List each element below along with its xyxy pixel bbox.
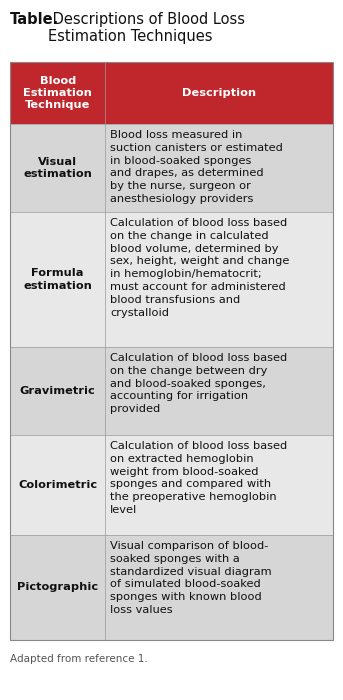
Bar xyxy=(10,124,333,212)
Text: Pictographic: Pictographic xyxy=(17,582,98,592)
Text: Colorimetric: Colorimetric xyxy=(18,480,97,490)
Text: Visual comparison of blood-
soaked sponges with a
standardized visual diagram
of: Visual comparison of blood- soaked spong… xyxy=(110,541,272,615)
Bar xyxy=(10,62,333,124)
Bar xyxy=(10,212,333,347)
Text: Descriptions of Blood Loss
Estimation Techniques: Descriptions of Blood Loss Estimation Te… xyxy=(48,12,245,44)
Text: Adapted from reference 1.: Adapted from reference 1. xyxy=(10,654,148,664)
Text: Calculation of blood loss based
on the change in calculated
blood volume, determ: Calculation of blood loss based on the c… xyxy=(110,218,289,318)
Bar xyxy=(10,62,333,640)
Text: Visual
estimation: Visual estimation xyxy=(23,157,92,179)
Bar xyxy=(10,535,333,640)
Text: Table.: Table. xyxy=(10,12,59,27)
Text: Calculation of blood loss based
on the change between dry
and blood-soaked spong: Calculation of blood loss based on the c… xyxy=(110,353,287,414)
Text: Description: Description xyxy=(182,88,256,98)
Text: Blood
Estimation
Technique: Blood Estimation Technique xyxy=(23,76,92,111)
Text: Gravimetric: Gravimetric xyxy=(20,386,95,396)
Bar xyxy=(10,347,333,435)
Text: Formula
estimation: Formula estimation xyxy=(23,268,92,290)
Text: Blood loss measured in
suction canisters or estimated
in blood-soaked sponges
an: Blood loss measured in suction canisters… xyxy=(110,130,283,204)
Text: Calculation of blood loss based
on extracted hemoglobin
weight from blood-soaked: Calculation of blood loss based on extra… xyxy=(110,441,287,515)
Bar xyxy=(10,435,333,535)
